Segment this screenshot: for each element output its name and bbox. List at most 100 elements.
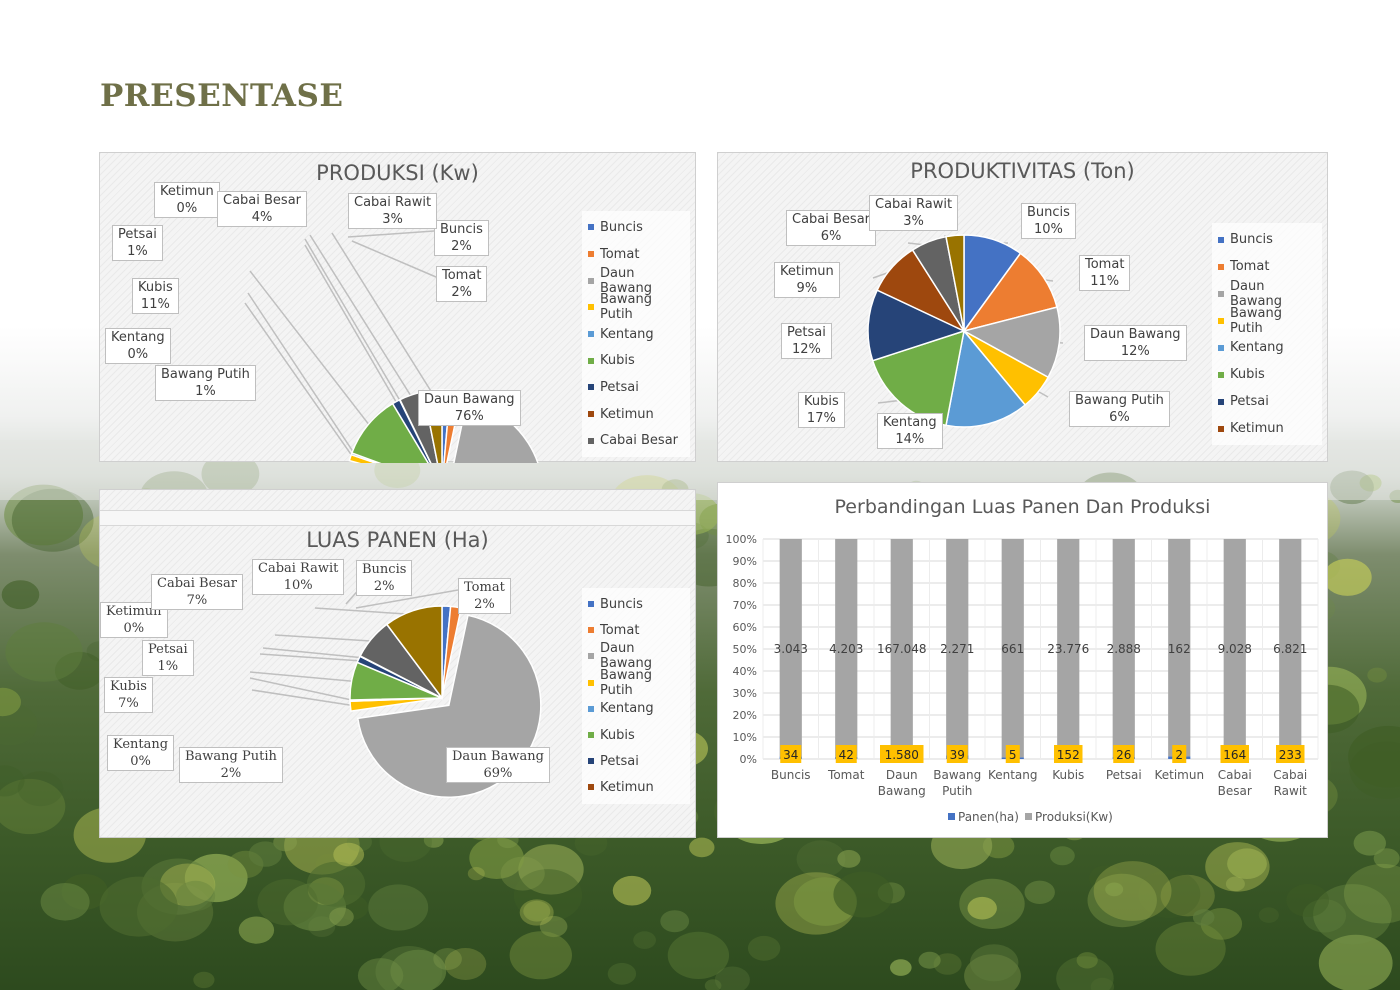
produktivitas-chart-panel: PRODUKTIVITAS (Ton) Buncis Tomat Daun Bawa… bbox=[717, 152, 1328, 462]
legend-label: Tomat bbox=[600, 246, 640, 262]
data-label-daun-bawang: Daun Bawang 69% bbox=[446, 747, 550, 783]
comparison-bar-chart: 0% 10% 20% 30% 40% 50% 60% 70% 80% 90% 100% 3.043 34… bbox=[726, 533, 1319, 824]
data-label-ketimun: Ketimun 0% bbox=[154, 182, 220, 218]
data-label-value: 2% bbox=[451, 239, 472, 254]
data-label-value: 1% bbox=[195, 384, 216, 399]
legend-label: Kentang bbox=[600, 701, 654, 717]
foliage-blob bbox=[633, 931, 656, 949]
foliage-blob bbox=[837, 850, 861, 868]
data-label-name: Petsai bbox=[148, 642, 188, 657]
data-label-value: 1% bbox=[127, 244, 148, 259]
data-label-kubis: Kubis 17% bbox=[798, 392, 845, 428]
leader-line bbox=[331, 232, 434, 395]
foliage-blob bbox=[689, 837, 715, 858]
data-label-daun-bawang: Daun Bawang 76% bbox=[418, 390, 521, 426]
y-tick-label: 0% bbox=[740, 753, 757, 766]
data-label-name: Cabai Rawit bbox=[875, 197, 953, 212]
foliage-blob bbox=[61, 873, 108, 910]
foliage-blob bbox=[99, 876, 178, 937]
legend-label: Cabai Besar bbox=[600, 433, 679, 449]
leader-line bbox=[314, 607, 415, 616]
foliage-blob bbox=[1, 580, 40, 610]
x-tick-label: Bawang bbox=[878, 784, 926, 798]
legend-label: Kubis bbox=[1230, 367, 1265, 382]
foliage-blob bbox=[1093, 861, 1172, 921]
foliage-blob bbox=[467, 867, 485, 881]
data-label-cabai-rawit: Cabai Rawit 3% bbox=[869, 195, 959, 231]
data-label-buncis: Buncis 2% bbox=[356, 560, 413, 596]
luas-panen-chart-panel: LUAS PANEN (Ha) Buncis Tomat Daun Bawang Ba… bbox=[99, 489, 696, 838]
data-label-name: Bawang Putih bbox=[1075, 393, 1164, 408]
data-label-panen-bg bbox=[1276, 745, 1305, 763]
leader-line bbox=[309, 234, 414, 400]
data-label-value: 76% bbox=[454, 409, 484, 424]
data-label-name: Daun Bawang bbox=[1090, 327, 1181, 342]
data-label-name: Ketimun bbox=[106, 604, 162, 619]
data-label-panen-bg bbox=[1054, 745, 1083, 763]
leader-line bbox=[274, 634, 375, 642]
legend-item-bawang-putih: Bawang Putih bbox=[1218, 306, 1316, 336]
legend-swatch bbox=[588, 627, 594, 634]
data-label-value: 6% bbox=[1109, 410, 1130, 425]
data-label-value: 4% bbox=[251, 210, 273, 225]
panel-top-strip bbox=[100, 510, 695, 526]
legend-item-tomat: Tomat bbox=[1218, 253, 1316, 280]
legend-swatch bbox=[588, 411, 594, 418]
pie-slice-cabai-rawit bbox=[945, 234, 965, 332]
foliage-blob bbox=[1225, 876, 1245, 892]
data-label-produksi: 661 bbox=[1001, 642, 1024, 656]
data-label-name: Buncis bbox=[362, 562, 407, 577]
data-label-name: Tomat bbox=[464, 580, 505, 595]
legend-label: Daun Bawang bbox=[1230, 278, 1282, 309]
legend-label: Ketimun bbox=[600, 406, 654, 422]
x-tick-label: Putih bbox=[942, 784, 972, 798]
data-label-name: Bawang Putih bbox=[161, 367, 250, 382]
legend-label: Daun Bawang bbox=[600, 265, 652, 296]
pie-slice-cabai-rawit bbox=[385, 605, 443, 701]
data-label-petsai: Petsai 1% bbox=[112, 225, 163, 261]
foliage-blob bbox=[747, 935, 781, 961]
x-tick-label: Rawit bbox=[1274, 784, 1308, 798]
legend-label: Ketimun bbox=[600, 779, 654, 795]
foliage-blob bbox=[1367, 667, 1387, 683]
produktivitas-pie bbox=[867, 234, 1064, 428]
leader-line bbox=[304, 238, 403, 404]
data-label-value: 10% bbox=[283, 578, 313, 593]
data-label-tomat: Tomat 11% bbox=[1079, 255, 1131, 291]
data-label-value: 3% bbox=[903, 214, 924, 229]
data-label-bawang-putih: Bawang Putih 6% bbox=[1069, 391, 1170, 427]
legend-label: Buncis bbox=[600, 219, 643, 235]
data-label-panen: 26 bbox=[1116, 748, 1131, 762]
legend-swatch bbox=[588, 437, 594, 444]
data-label-name: Buncis bbox=[1027, 205, 1070, 220]
data-label-value: 6% bbox=[820, 229, 842, 244]
legend-swatch bbox=[1218, 425, 1224, 432]
legend-item-kubis: Kubis bbox=[1218, 361, 1316, 388]
bar-chart-title: Perbandingan Luas Panen Dan Produksi bbox=[834, 496, 1211, 518]
x-tick-label: Petsai bbox=[1106, 768, 1142, 782]
bar-produksi-kubis bbox=[1057, 539, 1080, 758]
data-label-panen: 34 bbox=[783, 748, 798, 762]
leader-line bbox=[355, 589, 459, 609]
leader-line bbox=[244, 302, 355, 460]
foliage-blob bbox=[17, 771, 64, 807]
data-label-produksi: 2.271 bbox=[940, 642, 974, 656]
bar-produksi-bawang-putih bbox=[946, 539, 969, 756]
data-label-tomat: Tomat 2% bbox=[458, 578, 511, 614]
data-label-name: Kentang bbox=[111, 330, 165, 345]
data-label-name: Bawang Putih bbox=[185, 749, 277, 764]
legend-swatch bbox=[588, 653, 594, 660]
foliage-blob bbox=[1105, 882, 1124, 897]
foliage-blob bbox=[184, 853, 248, 903]
legend-item-buncis: Buncis bbox=[1218, 226, 1316, 253]
legend-swatch bbox=[588, 705, 594, 712]
legend-swatch bbox=[588, 784, 594, 791]
legend-label: Petsai bbox=[600, 753, 639, 769]
legend-item-ketimun: Ketimun bbox=[588, 774, 684, 800]
legend-label: Daun Bawang bbox=[600, 641, 652, 672]
foliage-blob bbox=[660, 910, 690, 933]
data-label-value: 2% bbox=[220, 766, 242, 781]
pie-slice-petsai bbox=[867, 289, 967, 362]
foliage-blob bbox=[796, 840, 846, 878]
x-tick-label: Ketimun bbox=[1154, 768, 1204, 782]
